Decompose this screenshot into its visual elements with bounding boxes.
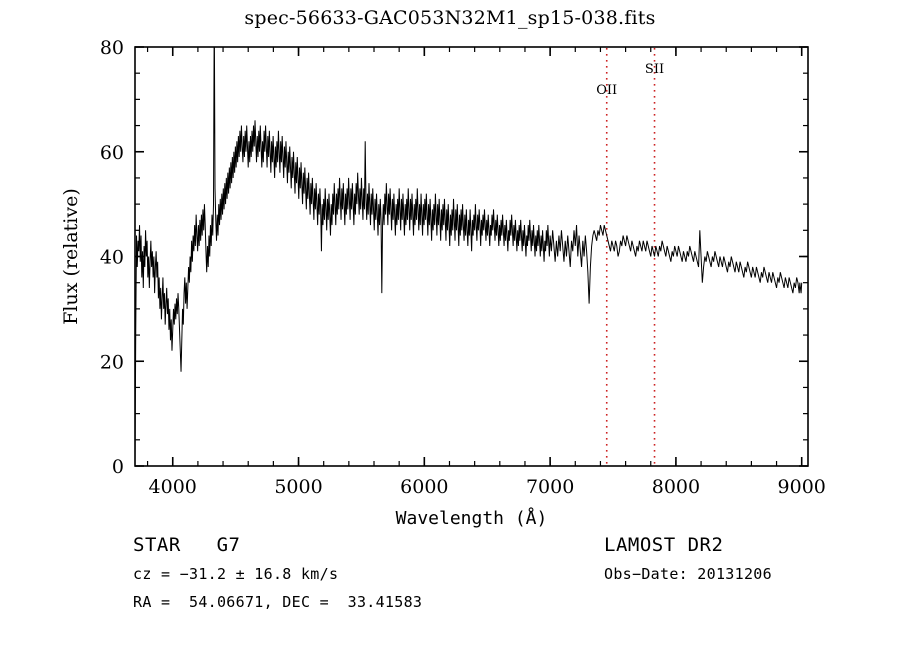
object-class-text: STAR G7 [133, 534, 241, 556]
x-tick-label: 9000 [778, 476, 826, 498]
coordinates-text: RA = 54.06671, DEC = 33.41583 [133, 593, 423, 611]
axis-tick-labels: 4000 5000 6000 7000 8000 9000 0 20 40 60 80 [100, 37, 826, 498]
line-markers: OII SII [596, 48, 664, 465]
y-axis-label: Flux (relative) [60, 188, 82, 325]
x-tick-label: 6000 [400, 476, 448, 498]
velocity-text: cz = −31.2 ± 16.8 km/s [133, 565, 339, 583]
y-tick-label: 80 [100, 37, 124, 59]
y-tick-label: 20 [100, 351, 124, 373]
x-tick-label: 4000 [149, 476, 197, 498]
spectral-line-label: SII [645, 62, 664, 77]
y-tick-label: 60 [100, 142, 124, 164]
annotations-right: LAMOST DR2 Obs−Date: 20131206 [604, 534, 772, 593]
x-tick-label: 8000 [652, 476, 700, 498]
obs-date-text: Obs−Date: 20131206 [604, 565, 772, 583]
spectral-line-label: OII [596, 83, 617, 98]
x-tick-label: 7000 [526, 476, 574, 498]
x-axis-label: Wavelength (Å) [396, 507, 548, 529]
axis-ticks [135, 46, 808, 467]
x-tick-label: 5000 [274, 476, 322, 498]
y-tick-label: 40 [100, 247, 124, 269]
spectrum-trace [135, 47, 803, 466]
survey-text: LAMOST DR2 [604, 534, 724, 556]
plot-title: spec-56633-GAC053N32M1_sp15-038.fits [244, 7, 656, 29]
annotations-left: STAR G7 cz = −31.2 ± 16.8 km/s RA = 54.0… [133, 534, 422, 621]
y-tick-label: 0 [112, 456, 124, 478]
